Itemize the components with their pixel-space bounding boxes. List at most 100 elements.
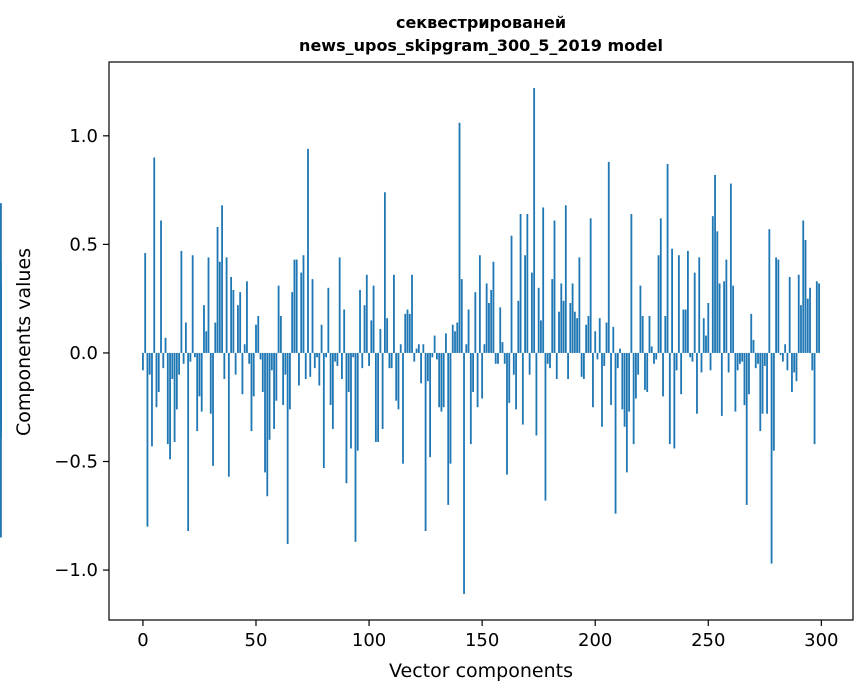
bar bbox=[164, 337, 167, 353]
bar bbox=[0, 352, 2, 538]
bar bbox=[797, 274, 800, 353]
bar bbox=[535, 352, 538, 436]
bar bbox=[698, 257, 701, 353]
bar bbox=[359, 289, 361, 353]
bar bbox=[691, 352, 694, 362]
bar bbox=[772, 352, 775, 451]
bar bbox=[184, 322, 187, 353]
bar bbox=[729, 183, 732, 353]
bar bbox=[250, 352, 253, 432]
bar bbox=[454, 331, 456, 353]
bar bbox=[560, 283, 563, 353]
bar bbox=[763, 352, 766, 366]
bar bbox=[431, 352, 434, 358]
bar bbox=[465, 344, 468, 353]
bar bbox=[644, 352, 646, 390]
bar bbox=[411, 274, 413, 353]
bar bbox=[734, 352, 737, 412]
bar bbox=[166, 352, 169, 445]
bar bbox=[795, 352, 798, 382]
bar bbox=[786, 352, 789, 371]
bar bbox=[578, 257, 581, 353]
y-tick-label: −1.0 bbox=[54, 560, 98, 581]
bar bbox=[791, 352, 793, 393]
bar bbox=[603, 352, 606, 366]
bar bbox=[499, 307, 502, 353]
bar bbox=[144, 253, 147, 353]
bar bbox=[555, 352, 558, 379]
bar bbox=[248, 352, 251, 364]
bar bbox=[483, 344, 486, 353]
bar bbox=[668, 352, 671, 445]
bar bbox=[194, 352, 196, 358]
bar bbox=[449, 352, 452, 464]
bar bbox=[207, 257, 210, 353]
bar bbox=[426, 352, 429, 382]
bar bbox=[761, 352, 764, 414]
bar bbox=[503, 352, 506, 364]
bar bbox=[205, 331, 208, 353]
bar bbox=[237, 305, 239, 353]
bar bbox=[397, 352, 400, 410]
bar bbox=[549, 352, 551, 369]
bar bbox=[191, 255, 194, 353]
bar bbox=[436, 352, 438, 360]
bar bbox=[621, 352, 624, 410]
bar bbox=[445, 333, 447, 353]
bar bbox=[632, 352, 635, 445]
bar bbox=[175, 352, 178, 410]
bar bbox=[395, 352, 398, 401]
bar bbox=[0, 261, 2, 353]
bar bbox=[424, 352, 427, 531]
bars-group bbox=[0, 88, 820, 594]
bar bbox=[576, 318, 579, 353]
bar bbox=[291, 292, 294, 353]
bar bbox=[356, 352, 359, 451]
x-axis-label: Vector components bbox=[389, 660, 573, 682]
bar bbox=[438, 352, 441, 408]
bar bbox=[273, 352, 275, 429]
bar bbox=[286, 352, 289, 545]
bar bbox=[739, 352, 741, 364]
bar bbox=[343, 309, 346, 353]
bar bbox=[596, 352, 599, 360]
bar bbox=[745, 352, 748, 505]
bar bbox=[173, 352, 176, 442]
bar bbox=[209, 352, 212, 414]
bar bbox=[809, 287, 811, 353]
bar bbox=[377, 352, 380, 442]
plot-frame bbox=[108, 61, 854, 621]
bar bbox=[689, 352, 692, 358]
bar bbox=[696, 352, 698, 414]
bar bbox=[162, 352, 165, 369]
bar bbox=[485, 283, 488, 353]
bar bbox=[372, 285, 375, 353]
y-tick-label: 1.0 bbox=[69, 126, 98, 147]
bar bbox=[573, 311, 576, 353]
bar bbox=[433, 335, 436, 353]
bar bbox=[806, 298, 809, 353]
bar bbox=[614, 352, 617, 514]
bar bbox=[261, 352, 264, 393]
bar bbox=[257, 316, 260, 353]
bar bbox=[607, 161, 610, 353]
bar bbox=[623, 352, 626, 427]
bar bbox=[725, 259, 728, 353]
bar bbox=[662, 352, 664, 397]
bar bbox=[214, 322, 217, 353]
bar bbox=[540, 320, 542, 353]
bar bbox=[313, 352, 316, 369]
bar bbox=[232, 289, 235, 353]
y-axis-ticks: −1.0 −0.5 0.0 0.5 1.0 bbox=[54, 126, 109, 581]
bar bbox=[354, 352, 357, 542]
bar bbox=[460, 279, 463, 353]
bar bbox=[277, 285, 280, 353]
bar bbox=[519, 213, 522, 353]
bar bbox=[221, 205, 223, 353]
bar bbox=[341, 352, 343, 379]
bar bbox=[709, 352, 712, 371]
bar bbox=[300, 272, 303, 353]
bar bbox=[546, 352, 549, 364]
bar bbox=[723, 281, 726, 353]
bar bbox=[768, 229, 771, 353]
